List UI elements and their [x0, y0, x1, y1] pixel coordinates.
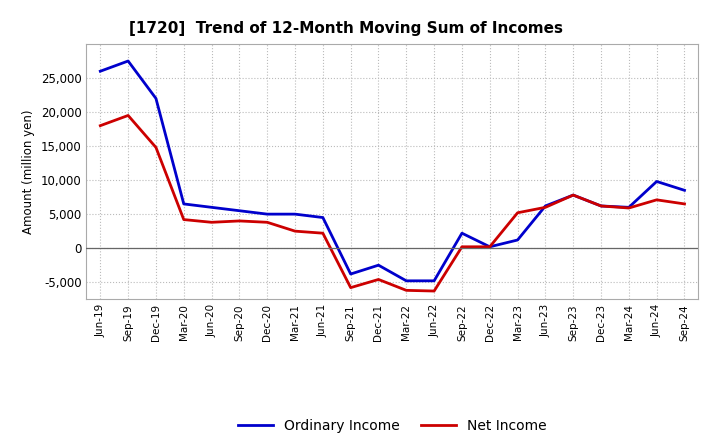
Ordinary Income	[346, 271, 355, 277]
Net Income	[485, 244, 494, 249]
Net Income	[541, 205, 550, 210]
Ordinary Income	[124, 59, 132, 64]
Ordinary Income	[541, 203, 550, 209]
Net Income	[207, 220, 216, 225]
Ordinary Income	[513, 237, 522, 242]
Net Income	[569, 192, 577, 198]
Net Income	[124, 113, 132, 118]
Net Income	[96, 123, 104, 128]
Net Income	[402, 288, 410, 293]
Net Income	[513, 210, 522, 216]
Ordinary Income	[318, 215, 327, 220]
Net Income	[652, 197, 661, 202]
Line: Ordinary Income: Ordinary Income	[100, 61, 685, 281]
Net Income	[179, 217, 188, 222]
Ordinary Income	[430, 278, 438, 283]
Net Income	[597, 203, 606, 209]
Ordinary Income	[179, 201, 188, 206]
Legend: Ordinary Income, Net Income: Ordinary Income, Net Income	[233, 413, 552, 438]
Ordinary Income	[597, 203, 606, 209]
Ordinary Income	[374, 263, 383, 268]
Ordinary Income	[235, 208, 243, 213]
Ordinary Income	[96, 69, 104, 74]
Ordinary Income	[207, 205, 216, 210]
Line: Net Income: Net Income	[100, 115, 685, 291]
Y-axis label: Amount (million yen): Amount (million yen)	[22, 110, 35, 234]
Net Income	[374, 277, 383, 282]
Net Income	[458, 244, 467, 249]
Ordinary Income	[652, 179, 661, 184]
Net Income	[318, 231, 327, 236]
Ordinary Income	[485, 244, 494, 249]
Net Income	[430, 288, 438, 293]
Net Income	[346, 285, 355, 290]
Ordinary Income	[152, 96, 161, 101]
Text: [1720]  Trend of 12-Month Moving Sum of Incomes: [1720] Trend of 12-Month Moving Sum of I…	[130, 21, 563, 36]
Net Income	[152, 145, 161, 150]
Ordinary Income	[458, 231, 467, 236]
Ordinary Income	[624, 205, 633, 210]
Net Income	[680, 201, 689, 206]
Net Income	[235, 218, 243, 224]
Net Income	[624, 205, 633, 211]
Ordinary Income	[291, 212, 300, 217]
Net Income	[291, 228, 300, 234]
Ordinary Income	[680, 188, 689, 193]
Net Income	[263, 220, 271, 225]
Ordinary Income	[263, 212, 271, 217]
Ordinary Income	[569, 192, 577, 198]
Ordinary Income	[402, 278, 410, 283]
